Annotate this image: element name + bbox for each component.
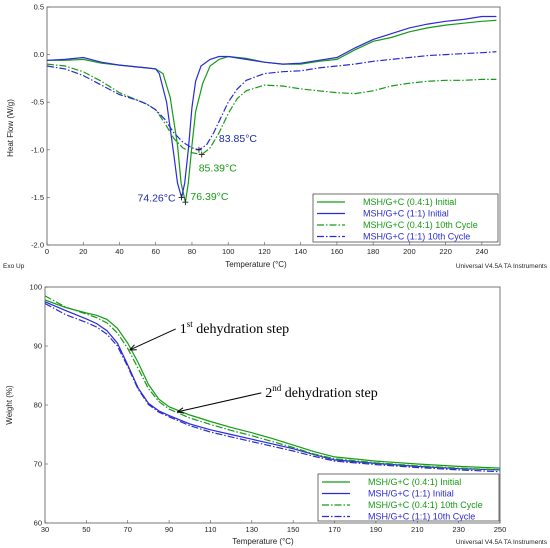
tga-x-tick-label: 250 [494,525,507,534]
peak-temperature-label: 85.39°C [199,163,237,175]
tga-x-axis-label: Temperature (°C) [232,537,294,546]
tga-chart: 30 50 70 90 110 130 150 170 190 210 230 250 100 90 80 7… [5,283,548,547]
dsc-y-tick-label: -1.5 [31,193,44,202]
dsc-x-tick-label: 180 [367,247,380,256]
exo-up-label: Exo Up [3,263,25,270]
tga-legend-entry: MSH/G+C (1:1) Initial [368,489,454,499]
tga-y-tick-label: 80 [34,401,42,410]
arrow-head [177,407,185,414]
tga-x-tick-label: 50 [82,525,90,534]
tga-y-tick-label: 70 [34,460,42,469]
arrow-head [129,344,137,351]
dsc-series-line-3 [46,63,497,156]
dehydration-arrow [177,392,262,413]
dsc-x-tick-label: 20 [79,247,87,256]
dsc-chart: 0 20 40 60 80 100 120 140 160 180 200 220 240 0.5 0.0 -… [3,3,548,271]
dsc-x-axis-label: Temperature (°C) [225,260,287,269]
tga-x-tick-label: 170 [328,525,341,534]
tga-y-tick-label: 90 [34,342,42,351]
tga-y-tick-label: 60 [34,519,42,528]
dsc-x-tick-label: 0 [45,247,49,256]
tga-x-tick-label: 210 [411,525,424,534]
dsc-y-tick-label: -0.5 [31,98,44,107]
dsc-x-tick-label: 100 [222,247,235,256]
dsc-y-tick-label: 0.5 [34,3,44,12]
dsc-x-tick-label: 40 [115,247,123,256]
dehydration-step-label: 2nd dehydration step [265,383,377,401]
dsc-x-tick-label: 140 [294,247,307,256]
tga-x-tick-label: 190 [370,525,383,534]
dsc-series-line-2 [46,15,497,198]
dsc-x-tick-label: 60 [152,247,160,256]
tga-series-line-4 [44,302,501,473]
peak-temperature-label: 76.39°C [190,191,228,203]
tga-x-tick-label: 110 [204,525,216,534]
dsc-legend-entry: MSH/G+C (0.4:1) Initial [363,197,456,207]
peak-temperature-label: 83.85°C [219,133,257,145]
dsc-x-tick-label: 160 [331,247,344,256]
dsc-x-tick-label: 240 [476,247,489,256]
tga-legend-entry: MSH/G+C (1:1) 10th Cycle [368,512,475,522]
dsc-y-tick-label: 0.0 [34,50,44,59]
dsc-x-tick-label: 120 [258,247,271,256]
dehydration-step-label: 1st dehydration step [180,319,289,337]
tga-y-tick-label: 100 [29,283,42,292]
tga-series-line-1 [44,299,501,469]
dsc-legend: MSH/G+C (0.4:1) Initial MSH/G+C (1:1) Ini… [312,193,499,243]
dsc-y-tick-label: -2.0 [31,241,44,250]
dsc-x-tick-label: 200 [403,247,416,256]
tga-x-tick-label: 30 [41,525,49,534]
dsc-y-axis-label: Heat Flow (W/g) [6,99,15,157]
dsc-legend-entry: MSH/G+C (1:1) 10th Cycle [363,232,470,242]
dsc-x-tick-label: 80 [188,247,196,256]
tga-x-tick-label: 90 [165,525,173,534]
tga-y-axis-label: Weight (%) [5,385,14,425]
peak-marker [178,194,185,201]
tga-x-tick-label: 70 [124,525,132,534]
dsc-instrument-label: Universal V4.5A TA Instruments [456,263,548,270]
tga-legend: MSH/G+C (0.4:1) Initial MSH/G+C (1:1) Ini… [317,473,500,522]
tga-series-line-3 [44,295,501,471]
tga-series-line-2 [44,301,501,471]
dsc-series-line-4 [46,51,497,151]
dsc-y-tick-label: -1.0 [31,145,44,154]
peak-temperature-label: 74.26°C [137,192,175,204]
tga-legend-entry: MSH/G+C (0.4:1) 10th Cycle [368,500,483,510]
tga-x-tick-label: 150 [287,525,300,534]
tga-legend-entry: MSH/G+C (0.4:1) Initial [368,477,461,487]
peak-marker [198,151,205,158]
tga-x-tick-label: 230 [452,525,465,534]
dsc-legend-entry: MSH/G+C (1:1) Initial [363,209,449,219]
dsc-x-tick-label: 220 [439,247,452,256]
dehydration-arrow [129,328,176,351]
tga-x-tick-label: 130 [246,525,259,534]
dsc-legend-entry: MSH/G+C (0.4:1) 10th Cycle [363,220,478,230]
tga-instrument-label: Universal V4.5A TA Instruments [456,539,548,546]
peak-marker [195,146,202,153]
peak-marker [182,199,189,206]
